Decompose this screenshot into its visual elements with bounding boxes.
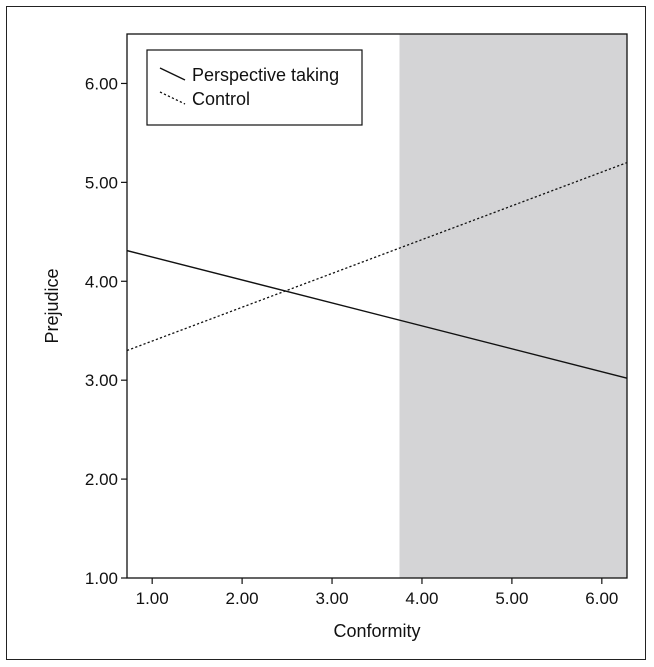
legend: Perspective taking Control xyxy=(146,49,363,126)
y-axis-ticks: 1.00 2.00 3.00 4.00 5.00 6.00 xyxy=(85,74,127,588)
plot-area-border xyxy=(126,33,628,579)
y-tick-label: 5.00 xyxy=(85,173,118,192)
y-axis-label: Prejudice xyxy=(42,268,62,343)
legend-label-1: Perspective taking xyxy=(192,65,339,85)
y-tick-label: 2.00 xyxy=(85,470,118,489)
legend-key-1 xyxy=(159,67,186,81)
legend-box xyxy=(146,49,363,126)
y-tick-label: 6.00 xyxy=(85,74,118,93)
y-tick-label: 4.00 xyxy=(85,272,118,291)
x-axis-label: Conformity xyxy=(333,621,420,641)
y-tick-label: 3.00 xyxy=(85,371,118,390)
legend-key-2 xyxy=(159,91,186,105)
x-tick-label: 2.00 xyxy=(226,589,259,608)
series-lines xyxy=(126,161,628,379)
legend-label-2: Control xyxy=(192,89,250,109)
x-tick-label: 3.00 xyxy=(315,589,348,608)
y-tick-label: 1.00 xyxy=(85,569,118,588)
series-line-2 xyxy=(126,161,628,352)
series-line-1 xyxy=(126,249,628,379)
x-tick-label: 4.00 xyxy=(405,589,438,608)
x-tick-label: 6.00 xyxy=(585,589,618,608)
x-tick-label: 5.00 xyxy=(495,589,528,608)
x-axis-ticks: 1.00 2.00 3.00 4.00 5.00 6.00 xyxy=(136,578,618,608)
shaded-region xyxy=(399,34,627,578)
x-tick-label: 1.00 xyxy=(136,589,169,608)
